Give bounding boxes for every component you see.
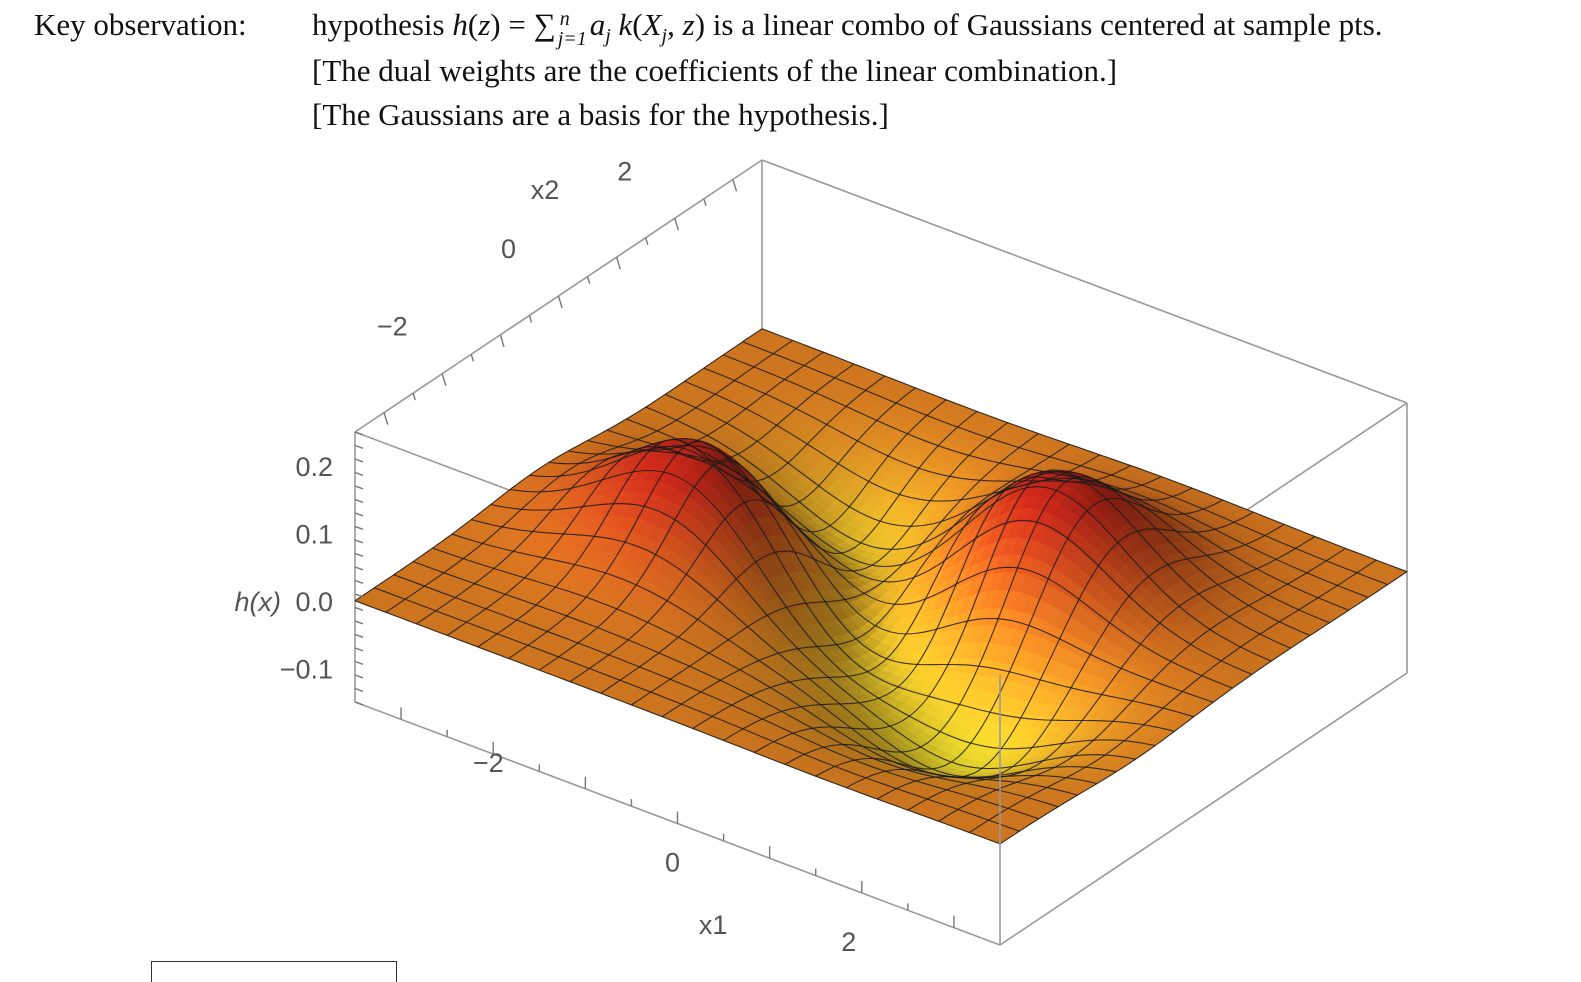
x2-tick (646, 238, 648, 245)
z-tick (355, 432, 363, 435)
x2-tick (413, 393, 415, 400)
x2-tick (559, 296, 563, 308)
x2-tick (529, 315, 531, 322)
x2-tick (704, 199, 706, 206)
cropped-frame (151, 961, 397, 982)
z-tick (355, 540, 363, 543)
z-tick (355, 621, 363, 624)
z-tick (355, 648, 363, 651)
x1-tick-label: 2 (841, 927, 856, 957)
z-tick (355, 662, 363, 665)
z-tick (355, 675, 363, 678)
z-tick (355, 513, 363, 516)
x1-axis-title: x1 (699, 910, 728, 940)
x2-tick-label: −2 (377, 312, 408, 342)
x2-tick (588, 277, 590, 284)
z-tick-label: −0.1 (280, 654, 333, 684)
z-tick (355, 635, 363, 638)
x2-tick-label: 2 (617, 156, 632, 186)
z-tick (355, 554, 363, 557)
x2-tick (733, 179, 737, 191)
x2-tick (675, 218, 679, 230)
z-tick (355, 581, 363, 584)
x2-tick (500, 335, 504, 347)
z-tick (355, 567, 363, 570)
x2-axis-title: x2 (531, 175, 560, 205)
z-tick (355, 486, 363, 489)
x1-tick-label: −2 (473, 748, 504, 778)
x2-tick-label: 0 (501, 234, 516, 264)
x2-tick (384, 413, 388, 425)
z-tick (355, 446, 363, 449)
z-tick-label: 0.2 (295, 452, 333, 482)
z-tick (355, 608, 363, 611)
z-tick (355, 702, 363, 705)
z-tick-label: 0.0 (295, 587, 333, 617)
x1-tick-label: 0 (665, 848, 680, 878)
x2-tick (442, 374, 446, 386)
x2-tick (617, 257, 621, 269)
surface-mesh (355, 329, 1407, 844)
z-tick (355, 459, 363, 462)
z-tick (355, 594, 363, 597)
x2-tick (471, 354, 473, 361)
z-tick (355, 500, 363, 503)
z-tick (355, 527, 363, 530)
z-tick (355, 689, 363, 692)
z-axis-title: h(x) (235, 587, 282, 617)
z-tick (355, 473, 363, 476)
z-tick-label: 0.1 (295, 519, 333, 549)
